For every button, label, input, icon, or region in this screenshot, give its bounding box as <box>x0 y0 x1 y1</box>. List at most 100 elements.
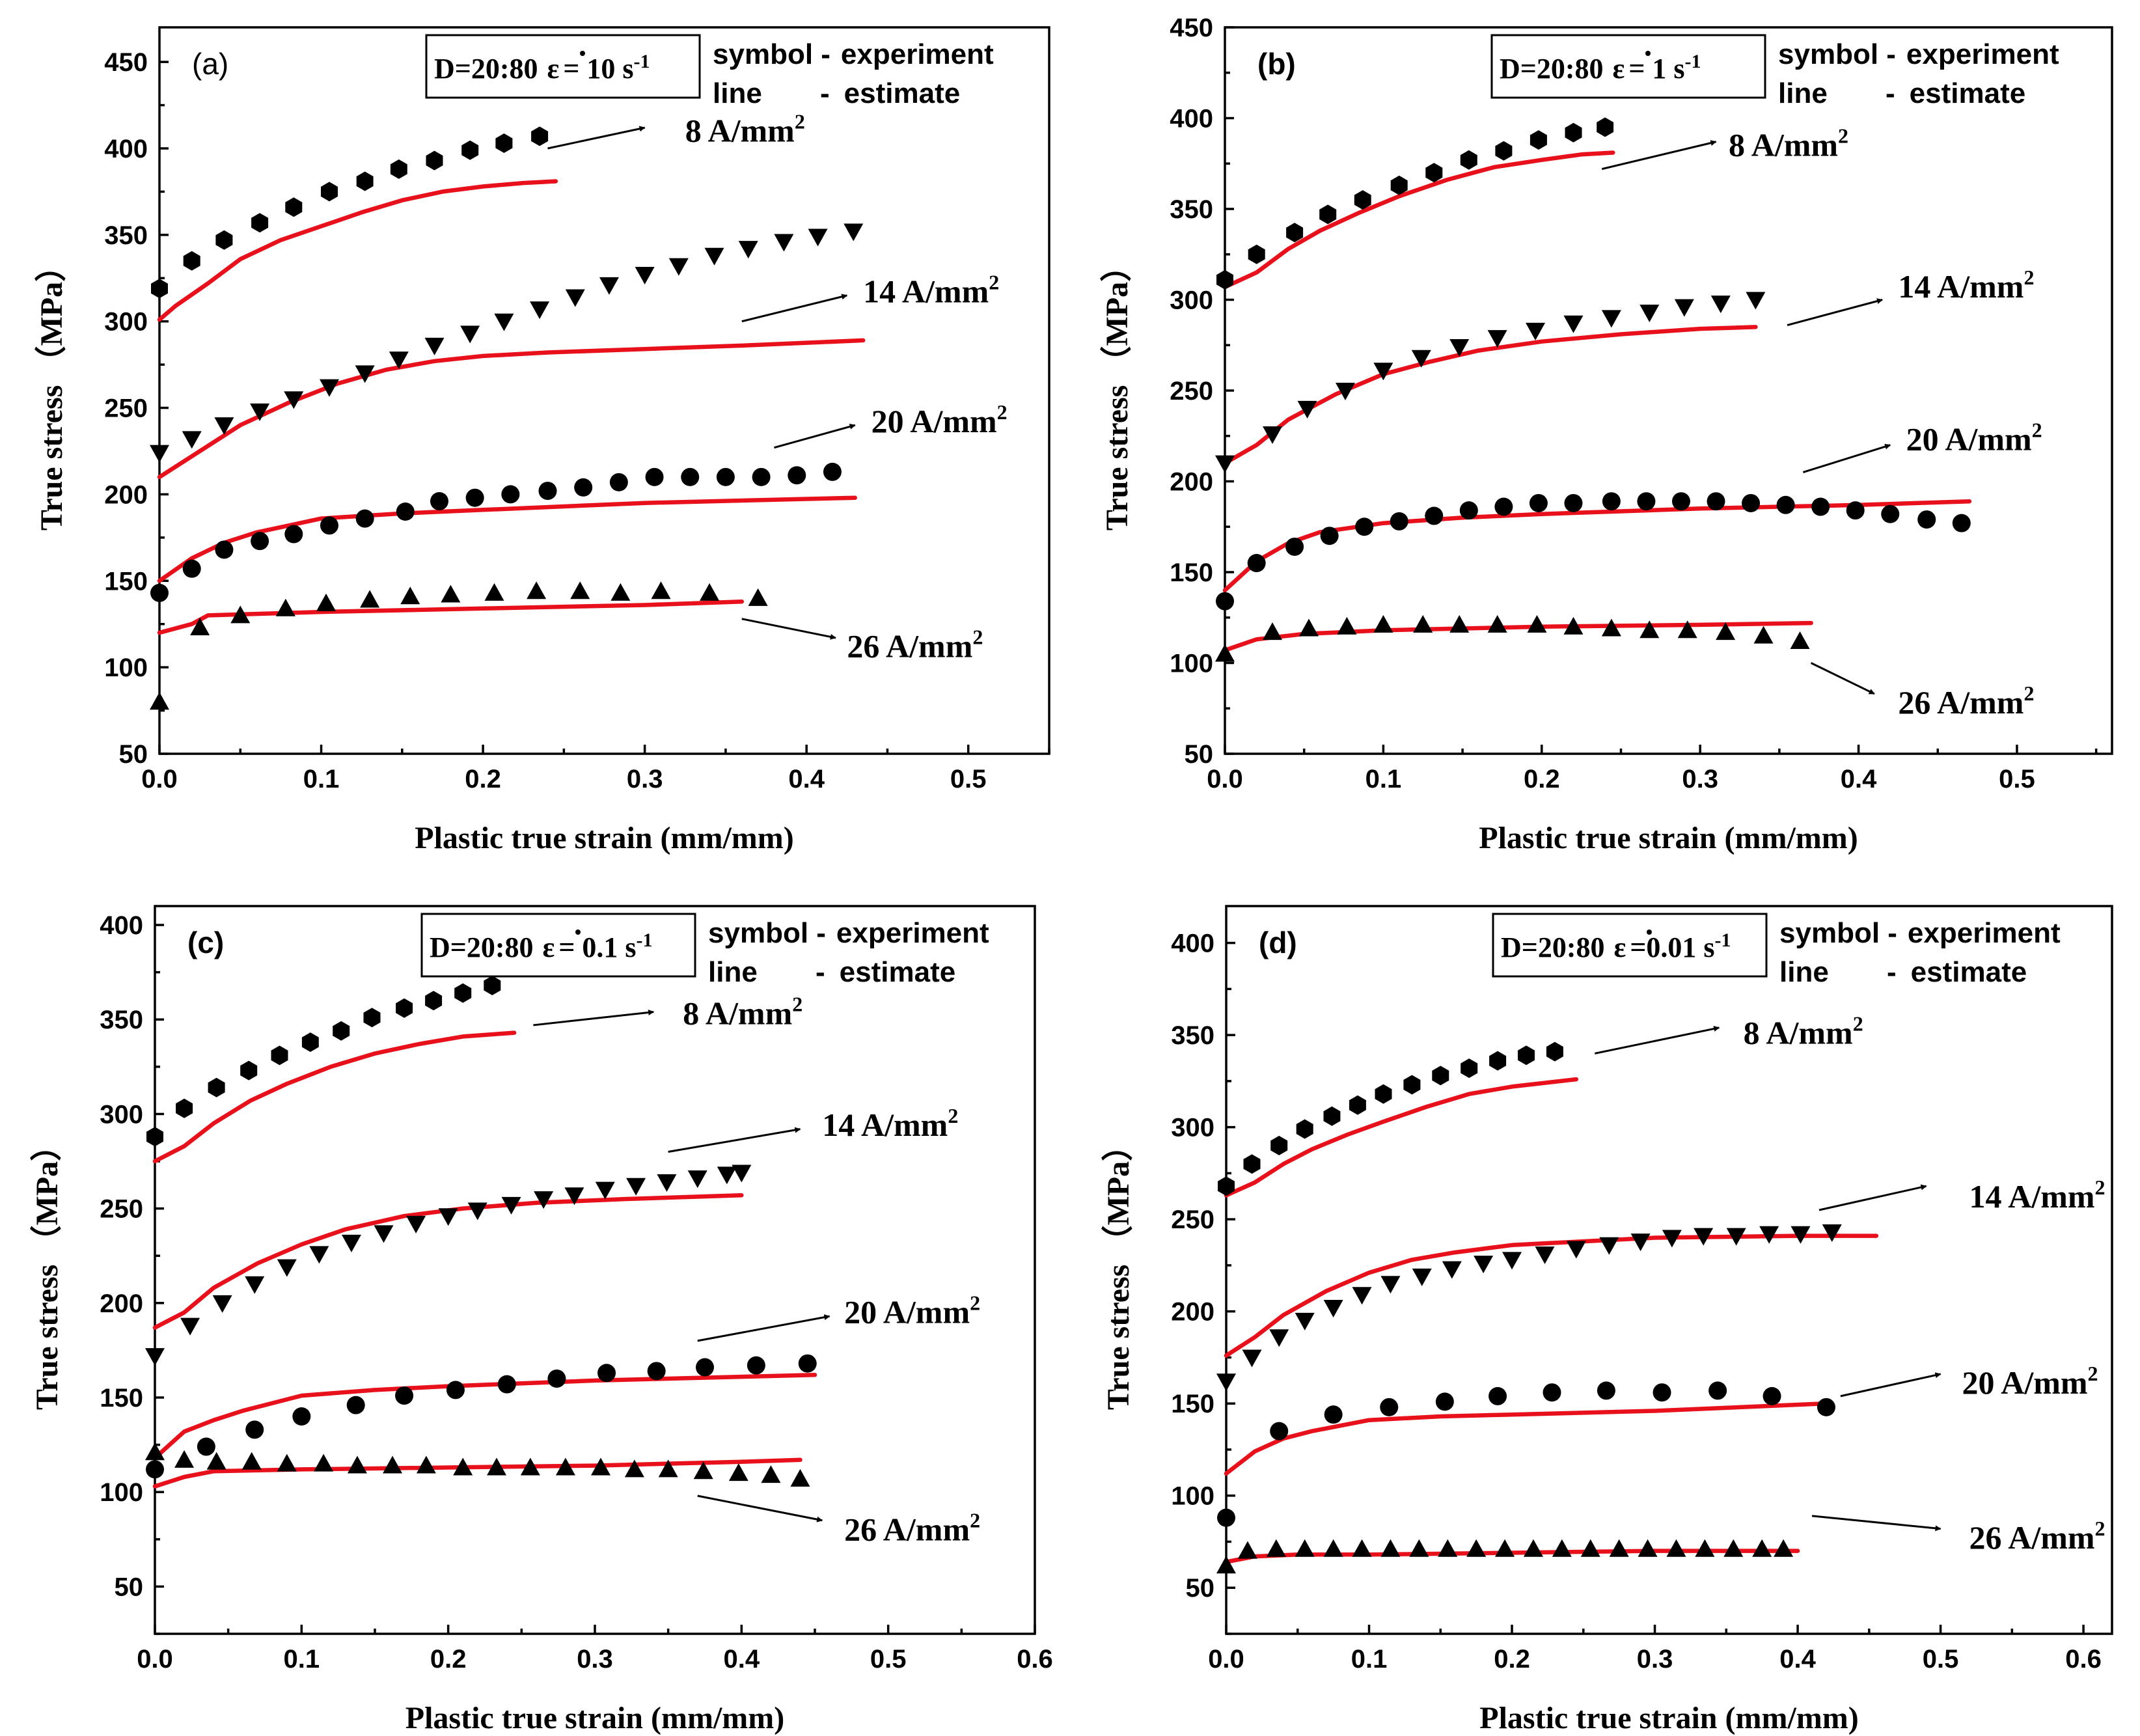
panel-d: 0.0 0.1 0.2 0.3 0.4 0.5 0.6 50 100 150 200 250 300 35… <box>1101 905 2113 1735</box>
experiment-point <box>1523 1539 1543 1557</box>
experiment-point <box>1380 1539 1401 1557</box>
series-20-a-mm2: 20 A/mm2 <box>150 400 1008 602</box>
x-tick-label: 0.0 <box>137 1645 173 1674</box>
y-tick-label: 300 <box>1171 1114 1214 1142</box>
plot-frame <box>1224 26 2113 755</box>
y-tick-label: 100 <box>104 654 148 682</box>
experiment-point <box>716 467 735 486</box>
experiment-point <box>1694 1228 1714 1246</box>
experiment-point <box>1530 130 1547 150</box>
y-tick-label: 150 <box>1170 558 1213 587</box>
series-label: 26 A/mm2 <box>844 1508 980 1547</box>
estimate-line <box>157 495 857 583</box>
experiment-point <box>277 1454 297 1472</box>
x-tick-label: 0.2 <box>465 765 501 793</box>
experiment-point <box>494 313 514 331</box>
experiment-point <box>495 133 513 153</box>
experiment-point <box>1543 1383 1561 1402</box>
series-label: 26 A/mm2 <box>1898 682 2034 721</box>
experiment-point <box>251 213 269 233</box>
annotation-arrow <box>1818 1184 1927 1211</box>
y-tick-label: 50 <box>1185 740 1214 769</box>
strain-rate-dot <box>1647 930 1652 935</box>
series-label: 8 A/mm2 <box>1729 124 1848 163</box>
x-axis-title: Plastic true strain (mm/mm) <box>1479 1701 1859 1735</box>
experiment-point <box>1695 1539 1715 1557</box>
annotation-arrow <box>1802 443 1891 473</box>
experiment-point <box>1285 537 1304 556</box>
panel-b: 0.0 0.1 0.2 0.3 0.4 0.5 50 100 150 200 250 300 350 40… <box>1100 14 2113 855</box>
annotation-arrow <box>668 1127 801 1153</box>
experiment-point <box>240 1060 258 1081</box>
experiment-point <box>565 289 585 307</box>
experiment-point <box>1355 517 1374 536</box>
experiment-point <box>406 1215 426 1233</box>
experiment-point <box>1716 622 1736 641</box>
experiment-point <box>1247 554 1266 573</box>
experiment-point <box>1759 1226 1779 1244</box>
series-label: 14 A/mm2 <box>1898 266 2034 305</box>
annotation-arrow <box>741 618 836 640</box>
x-tick-label: 0.4 <box>1841 765 1877 793</box>
experiment-point <box>1460 150 1477 170</box>
estimate-line <box>152 1372 817 1461</box>
experiment-point <box>1638 1539 1658 1557</box>
experiment-point <box>1449 339 1470 357</box>
experiment-point <box>1495 141 1513 161</box>
experiment-point <box>1495 1539 1515 1557</box>
experiment-point <box>1752 1539 1772 1557</box>
experiment-point <box>1552 1539 1572 1557</box>
experiment-point <box>1776 495 1795 514</box>
experiment-point <box>321 182 338 202</box>
experiment-point <box>1270 1422 1289 1440</box>
experiment-point <box>215 230 233 250</box>
experiment-point <box>230 605 251 624</box>
experiment-point <box>182 559 201 578</box>
experiment-point <box>467 1202 487 1220</box>
experiment-point <box>1380 1276 1401 1294</box>
experiment-point <box>1432 1066 1449 1086</box>
legend-line-1: symbol - experiment <box>713 38 994 70</box>
strain-rate-dot <box>1645 51 1651 56</box>
experiment-point <box>1435 1392 1454 1411</box>
experiment-point <box>1811 497 1830 516</box>
experiment-point <box>1390 175 1408 195</box>
series-20-a-mm2: 20 A/mm2 <box>146 1291 980 1479</box>
experiment-point <box>1442 1261 1462 1279</box>
experiment-point <box>1216 592 1234 611</box>
experiment-point <box>424 337 445 355</box>
x-tick-label: 0.4 <box>724 1645 760 1674</box>
legend-line-1: symbol - experiment <box>1779 917 2061 949</box>
experiment-point <box>497 1375 516 1394</box>
estimate-line <box>1224 1401 1829 1476</box>
experiment-point <box>363 1008 381 1028</box>
annotation-arrow <box>697 1314 830 1342</box>
experiment-point <box>360 590 380 608</box>
experiment-point <box>251 532 269 551</box>
series-label: 8 A/mm2 <box>1744 1012 1863 1051</box>
experiment-point <box>245 1276 265 1294</box>
series-14-a-mm2: 14 A/mm2 <box>150 223 999 480</box>
y-tick-label: 350 <box>100 1006 143 1034</box>
series-label: 26 A/mm2 <box>1969 1517 2105 1556</box>
experiment-point <box>1753 626 1774 644</box>
experiment-point <box>275 598 295 616</box>
experiment-point <box>798 1354 817 1373</box>
y-tick-label: 350 <box>104 221 148 250</box>
experiment-point <box>1337 616 1357 635</box>
experiment-point <box>752 467 771 486</box>
experiment-point <box>501 485 520 504</box>
series-14-a-mm2: 14 A/mm2 <box>145 1104 958 1366</box>
x-tick-label: 0.5 <box>950 765 987 793</box>
annotation-arrow <box>1601 140 1717 171</box>
experiment-point <box>1601 618 1621 637</box>
annotation-arrow <box>533 1010 655 1026</box>
annotation-arrow <box>547 126 646 150</box>
experiment-point <box>610 583 631 601</box>
experiment-point <box>1323 1539 1343 1557</box>
experiment-point <box>1216 1556 1236 1574</box>
experiment-point <box>1601 310 1621 328</box>
y-tick-label: 250 <box>100 1195 143 1224</box>
x-axis-title: Plastic true strain (mm/mm) <box>405 1701 785 1735</box>
